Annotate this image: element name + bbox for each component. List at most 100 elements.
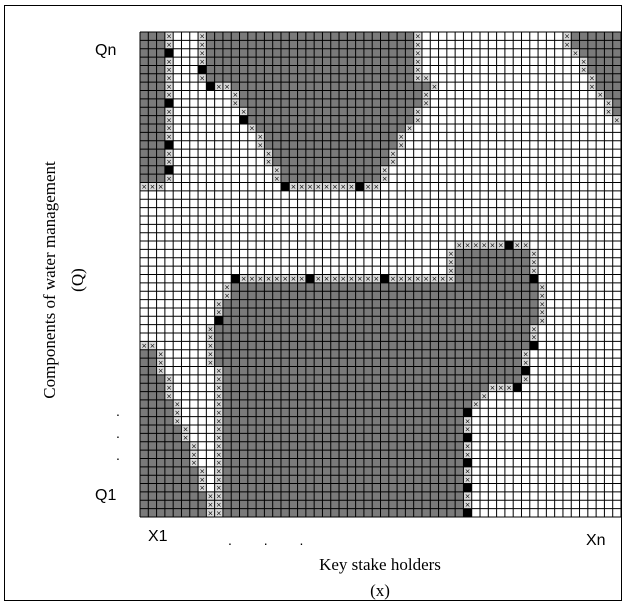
shaded-cell (363, 341, 373, 350)
boundary-cell (463, 491, 472, 501)
boundary-cell (214, 366, 223, 375)
shaded-cell (604, 32, 613, 41)
shaded-cell (148, 82, 157, 91)
shaded-cell (380, 73, 389, 83)
shaded-cell (272, 341, 281, 350)
shaded-cell (355, 483, 364, 492)
shaded-cell (305, 483, 315, 492)
boundary-cell (198, 466, 207, 476)
shaded-cell (363, 115, 373, 124)
shaded-cell (322, 90, 331, 99)
shaded-cell (222, 441, 232, 451)
shaded-cell (347, 115, 356, 124)
shaded-cell (289, 90, 298, 99)
shaded-cell (156, 115, 165, 124)
shaded-cell (247, 466, 257, 476)
shaded-cell (513, 324, 522, 334)
shaded-cell (272, 57, 281, 66)
boundary-mark: × (564, 41, 570, 49)
shaded-cell (438, 408, 447, 417)
shaded-cell (355, 140, 364, 150)
shaded-cell (264, 425, 273, 434)
shaded-cell (247, 374, 257, 384)
shaded-cell (272, 40, 281, 49)
boundary-mark: × (224, 83, 230, 91)
shaded-cell (264, 433, 273, 442)
shaded-cell (140, 149, 149, 158)
shaded-cell (272, 107, 281, 116)
shaded-cell (330, 65, 340, 74)
boundary-mark: × (589, 83, 595, 91)
shaded-cell (330, 291, 340, 300)
shaded-cell (330, 316, 340, 325)
shaded-cell (189, 500, 199, 509)
shaded-cell (256, 500, 265, 509)
boundary-cell (214, 391, 223, 400)
shaded-cell (413, 349, 422, 359)
shaded-cell (496, 266, 505, 275)
shaded-cell (231, 416, 240, 426)
shaded-cell (339, 57, 348, 66)
shaded-cell (164, 408, 174, 417)
shaded-cell (280, 149, 290, 158)
shaded-cell (363, 174, 373, 183)
shaded-cell (347, 82, 356, 91)
shaded-cell (231, 358, 240, 367)
shaded-cell (140, 32, 149, 41)
shaded-cell (455, 458, 464, 467)
shaded-cell (305, 32, 315, 41)
shaded-cell (272, 316, 281, 325)
boundary-mark: × (216, 434, 222, 442)
shaded-cell (322, 450, 331, 459)
shaded-cell (347, 291, 356, 300)
boundary-cell (347, 274, 356, 283)
boundary-mark: × (398, 275, 404, 283)
shaded-cell (339, 73, 348, 83)
shaded-cell (297, 65, 306, 74)
shaded-cell (604, 65, 613, 74)
shaded-cell (297, 341, 306, 350)
shaded-cell (264, 475, 273, 484)
boundary-mark: × (415, 275, 421, 283)
boundary-cell (413, 65, 422, 74)
boundary-mark: × (166, 66, 172, 74)
shaded-cell (222, 316, 232, 325)
shaded-cell (405, 48, 414, 58)
shaded-cell (314, 458, 323, 467)
boundary-mark: × (373, 183, 379, 191)
shaded-cell (388, 508, 398, 517)
shaded-cell (289, 299, 298, 308)
shaded-cell (305, 123, 315, 133)
boundary-cell (214, 441, 223, 451)
shaded-cell (280, 98, 290, 108)
x-right-label: Xn (586, 532, 606, 549)
shaded-cell (222, 32, 232, 41)
boundary-cell (206, 349, 215, 359)
shaded-cell (446, 408, 456, 417)
shaded-cell (272, 73, 281, 83)
shaded-cell (347, 98, 356, 108)
shaded-cell (289, 291, 298, 300)
shaded-cell (140, 399, 149, 409)
boundary-cell (164, 149, 174, 158)
shaded-cell (471, 333, 481, 342)
shaded-cell (413, 466, 422, 476)
shaded-cell (272, 416, 281, 426)
shaded-cell (587, 40, 597, 49)
shaded-cell (289, 475, 298, 484)
boundary-mark: × (158, 367, 164, 375)
shaded-cell (280, 115, 290, 124)
shaded-cell (455, 425, 464, 434)
shaded-cell (289, 107, 298, 116)
shaded-cell (140, 374, 149, 384)
shaded-cell (247, 40, 257, 49)
shaded-cell (363, 383, 373, 392)
shaded-cell (322, 408, 331, 417)
shaded-cell (363, 57, 373, 66)
shaded-cell (289, 425, 298, 434)
shaded-cell (156, 157, 165, 166)
boundary-cell (455, 241, 464, 250)
shaded-cell (289, 374, 298, 384)
shaded-cell (272, 408, 281, 417)
boundary-mark: × (166, 125, 172, 133)
